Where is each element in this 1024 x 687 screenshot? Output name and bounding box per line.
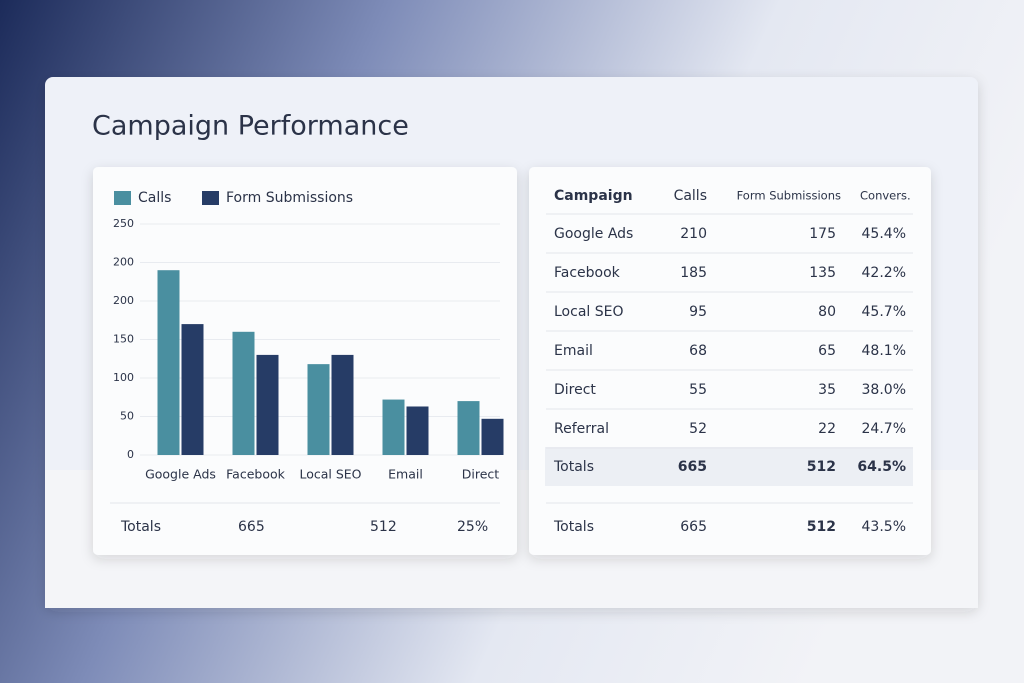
y-tick-label: 250 [113,217,134,230]
x-tick-label: Facebook [226,467,285,482]
column-header: Convers. [860,189,911,203]
footer-cell: 43.5% [862,519,906,535]
legend-swatch [202,191,219,205]
y-tick-label: 150 [113,333,134,346]
chart-total: Totals [120,519,161,535]
chart-total: 512 [370,519,397,535]
chart-panel [93,167,517,555]
chart-total: 25% [457,519,488,535]
footer-cell: 665 [680,519,707,535]
table-cell: 45.7% [862,304,906,320]
table-cell: 185 [680,265,707,281]
bar [181,324,204,455]
bar [232,331,255,455]
totals-cell: 512 [807,459,836,475]
page-title: Campaign Performance [92,111,409,142]
table-cell: 42.2% [862,265,906,281]
table-cell: 80 [818,304,836,320]
bar [307,364,330,455]
table-cell: 35 [818,382,836,398]
table-cell: 45.4% [862,226,906,242]
totals-cell: 64.5% [857,459,906,475]
table-cell: 135 [809,265,836,281]
table-cell: 55 [689,382,707,398]
x-tick-label: Google Ads [145,467,216,482]
y-tick-label: 50 [120,410,134,423]
table-cell: 22 [818,421,836,437]
table-cell: 95 [689,304,707,320]
footer-cell: 512 [807,519,836,535]
bar [457,401,480,455]
y-tick-label: 200 [113,256,134,269]
x-tick-label: Direct [462,467,500,482]
table-cell: 48.1% [862,343,906,359]
table-cell: Google Ads [554,226,633,242]
table-cell: 24.7% [862,421,906,437]
table-cell: 38.0% [862,382,906,398]
bar [256,354,279,455]
table: Campaign Calls Form Submissions Convers. Goo… [546,188,913,535]
table-cell: Direct [554,382,596,398]
bar [331,354,354,455]
y-tick-label: 200 [113,294,134,307]
bar [157,270,180,455]
y-tick-label: 100 [113,371,134,384]
totals-cell: Totals [553,459,594,475]
table-cell: Referral [554,421,609,437]
table-cell: 175 [809,226,836,242]
table-cell: 52 [689,421,707,437]
y-tick-label: 0 [127,448,134,461]
x-tick-label: Local SEO [299,467,361,482]
column-header: Form Submissions [737,189,841,203]
column-header: Calls [674,188,707,204]
table-cell: 65 [818,343,836,359]
table-cell: 210 [680,226,707,242]
legend-label: Calls [138,190,171,206]
totals-highlight [545,447,913,486]
chart-total: 665 [238,519,265,535]
legend-swatch [114,191,131,205]
x-tick-label: Email [388,467,423,482]
legend-label: Form Submissions [226,190,353,206]
totals-cell: 665 [678,459,707,475]
table-cell: 68 [689,343,707,359]
bar [382,399,405,455]
footer-cell: Totals [553,519,594,535]
table-cell: Facebook [554,265,621,281]
chart: 0 50 100 150 200 200 250 Calls Form Submissions G… [113,190,504,535]
table-cell: Local SEO [554,304,624,320]
column-header: Campaign [554,188,633,204]
bar [481,418,504,455]
table-cell: Email [554,343,593,359]
bar [406,406,429,455]
